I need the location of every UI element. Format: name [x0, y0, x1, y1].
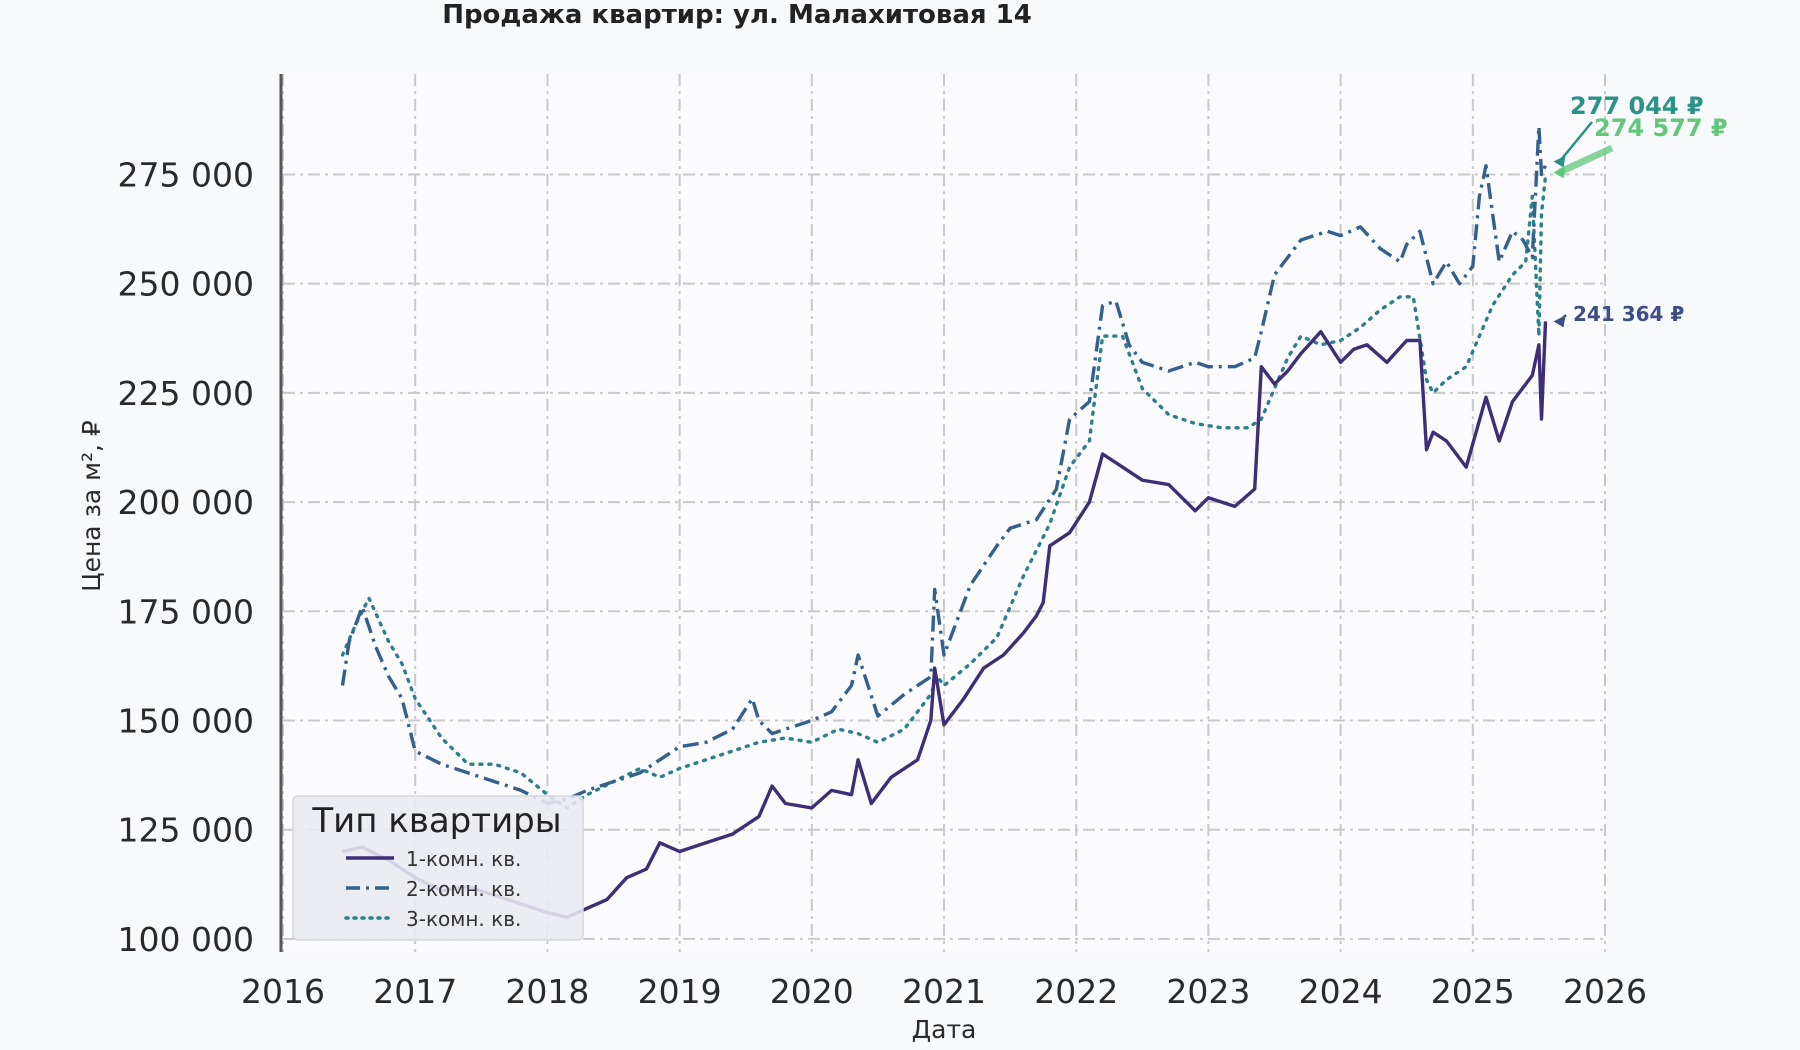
x-tick-label: 2023: [1166, 972, 1250, 1011]
annotation-label: 277 044 ₽: [1570, 92, 1704, 120]
x-tick-label: 2017: [373, 972, 457, 1011]
y-tick-label: 125 000: [118, 811, 254, 850]
annotation-arrowhead: [1553, 166, 1566, 179]
x-tick-label: 2019: [638, 972, 722, 1011]
y-tick-label: 100 000: [118, 920, 254, 959]
annotation-arrowhead: [1553, 155, 1566, 168]
annotation-label: 241 364 ₽: [1573, 302, 1684, 326]
x-tick-label: 2016: [241, 972, 325, 1011]
annotation-label: 274 577 ₽: [1594, 114, 1728, 142]
series-line-1-room: [342, 321, 1548, 919]
x-tick-label: 2026: [1563, 972, 1647, 1011]
y-tick-label: 175 000: [118, 592, 254, 631]
legend-title: Тип квартиры: [311, 801, 561, 841]
y-tick-label: 200 000: [118, 483, 254, 522]
y-tick-label: 150 000: [118, 701, 254, 740]
x-tick-labels: 2016 2017 2018 2019 2020 2021 2022 2023 2024 2025…: [241, 972, 1647, 1011]
x-axis-label: Дата: [912, 1015, 977, 1044]
y-tick-label: 275 000: [118, 155, 254, 194]
y-tick-label: 225 000: [118, 374, 254, 413]
legend-box: [292, 795, 584, 941]
legend-label-1-room: 1-комн. кв.: [406, 847, 521, 871]
x-tick-label: 2018: [505, 972, 589, 1011]
y-tick-label: 250 000: [118, 265, 254, 304]
legend-label-3-room: 3-комн. кв.: [406, 907, 521, 931]
y-axis-label: Цена за м², ₽: [77, 420, 106, 592]
annotations: 277 044 ₽274 577 ₽ 241 364 ₽: [1553, 92, 1728, 328]
x-tick-label: 2024: [1299, 972, 1383, 1011]
x-tick-label: 2020: [770, 972, 854, 1011]
annotation-arrow: [1558, 121, 1593, 163]
annotation-arrow: [1558, 144, 1614, 176]
x-tick-label: 2021: [902, 972, 986, 1011]
x-tick-label: 2025: [1431, 972, 1515, 1011]
annotation-arrowhead: [1553, 315, 1566, 328]
y-tick-labels: 100 000 125 000 150 000 175 000 200 000 225 0…: [118, 155, 254, 958]
x-tick-label: 2022: [1034, 972, 1118, 1011]
chart-title: Продажа квартир: ул. Малахитовая 14: [442, 0, 1032, 30]
legend: Тип квартиры 1-комн. кв. 2-комн. кв. 3-к…: [292, 795, 584, 941]
legend-label-2-room: 2-комн. кв.: [406, 877, 521, 901]
